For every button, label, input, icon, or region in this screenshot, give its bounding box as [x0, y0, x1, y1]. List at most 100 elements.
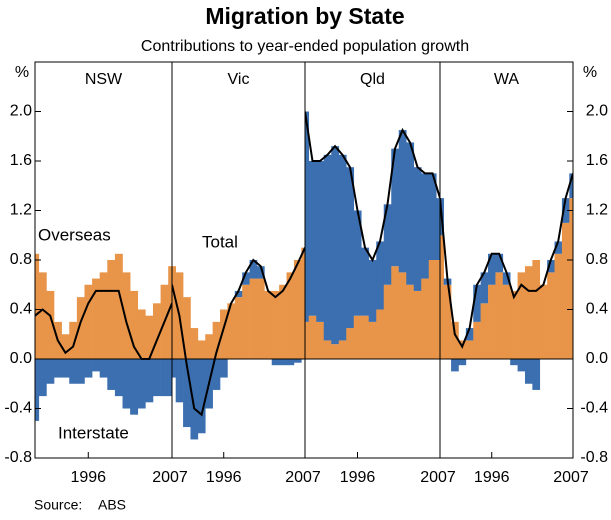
bar: [114, 359, 123, 397]
bar: [107, 359, 116, 390]
bar: [54, 359, 62, 378]
bar: [451, 321, 459, 359]
panel: [35, 253, 172, 421]
bar: [279, 284, 287, 359]
total-line: [305, 111, 440, 263]
bar: [323, 154, 332, 341]
bar: [212, 321, 221, 359]
bar: [502, 284, 511, 359]
bar: [458, 359, 467, 366]
bar: [421, 173, 430, 279]
bar: [495, 272, 504, 359]
bar: [316, 321, 325, 359]
bar: [524, 266, 533, 359]
bar: [361, 247, 370, 316]
bar: [443, 284, 452, 359]
bar: [168, 359, 172, 397]
bar: [569, 198, 573, 359]
bar: [346, 328, 355, 359]
bar: [451, 359, 459, 372]
bar: [473, 284, 481, 322]
bar: [137, 309, 146, 359]
bar: [398, 272, 407, 359]
y-tick-label: -0.4: [4, 400, 32, 417]
bar: [220, 309, 228, 359]
bar: [458, 340, 467, 359]
bar: [76, 297, 85, 359]
plot-frame: [34, 61, 574, 459]
y-tick-label: -0.4: [580, 400, 608, 417]
bar: [130, 290, 139, 359]
bar: [99, 359, 108, 378]
bar: [436, 198, 440, 260]
bar: [35, 359, 40, 421]
bar: [353, 210, 362, 316]
total-line: [172, 247, 305, 417]
bar: [122, 359, 131, 409]
bar: [107, 260, 116, 359]
bar: [517, 359, 526, 372]
bar: [234, 290, 243, 298]
y-tick-label: 2.0: [10, 103, 32, 120]
x-tick-label: 2007: [285, 469, 321, 486]
bar: [92, 278, 100, 359]
panel-title: Qld: [360, 71, 385, 88]
panel: [440, 173, 573, 390]
x-tick-label: 2007: [553, 469, 589, 486]
bar: [547, 260, 555, 273]
bar: [160, 359, 169, 397]
y-tick-label: 0.0: [586, 350, 608, 367]
bar: [35, 253, 40, 359]
bar: [368, 321, 377, 359]
y-unit: %: [15, 64, 29, 81]
bar: [99, 272, 108, 359]
annotation: Interstate: [58, 423, 129, 442]
bar: [305, 321, 310, 359]
bar: [539, 284, 548, 359]
y-tick-label: 2.0: [586, 103, 608, 120]
bar: [46, 290, 55, 359]
bar: [152, 303, 161, 359]
bar: [308, 315, 317, 359]
bar: [428, 260, 437, 359]
total-line: [440, 173, 573, 349]
bar: [383, 204, 392, 285]
bar: [391, 148, 400, 267]
bar: [220, 359, 228, 378]
bar: [391, 266, 400, 359]
bar: [495, 253, 504, 273]
bar: [338, 340, 347, 359]
bar: [46, 359, 55, 384]
x-tick-label: 2007: [420, 469, 456, 486]
bar: [554, 241, 563, 254]
bar: [436, 260, 440, 359]
bar: [561, 222, 570, 359]
bar: [569, 173, 573, 199]
bar: [197, 359, 206, 434]
bar: [152, 359, 161, 397]
bar: [301, 247, 305, 359]
bar: [183, 297, 191, 359]
bar: [308, 161, 317, 316]
bar: [361, 315, 370, 359]
bar: [279, 359, 287, 366]
bar: [38, 272, 47, 359]
bar: [305, 111, 310, 322]
bar: [76, 359, 85, 384]
bar: [256, 266, 265, 279]
panel-title: NSW: [85, 71, 123, 88]
bar: [465, 328, 474, 341]
bar: [271, 290, 280, 359]
bar: [175, 359, 184, 403]
bar: [212, 359, 221, 390]
bar: [271, 359, 280, 366]
bar: [92, 359, 100, 372]
bar: [205, 334, 213, 359]
bar: [172, 266, 176, 359]
bar: [428, 173, 437, 260]
bar: [532, 359, 541, 390]
x-tick-label: 1996: [340, 469, 376, 486]
bar: [38, 359, 47, 397]
bar: [172, 359, 176, 378]
bar: [69, 321, 78, 359]
